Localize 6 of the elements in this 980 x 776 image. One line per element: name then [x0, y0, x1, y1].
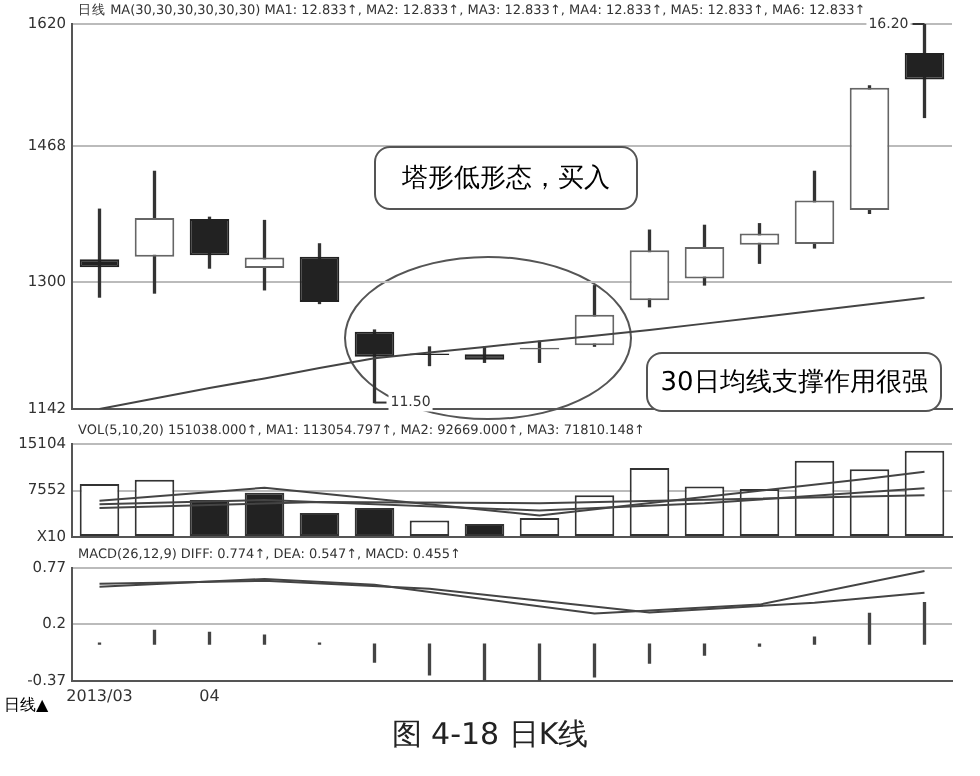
speech-bubble: 塔形低形态，买入: [374, 146, 638, 210]
text: 日线▲: [4, 694, 49, 716]
x-tick-label: 04: [199, 686, 220, 705]
speech-bubble: 30日均线支撑作用很强: [646, 352, 942, 412]
x-tick-label: 2013/03: [66, 686, 133, 705]
text: 图 4-18 日K线: [389, 716, 591, 754]
